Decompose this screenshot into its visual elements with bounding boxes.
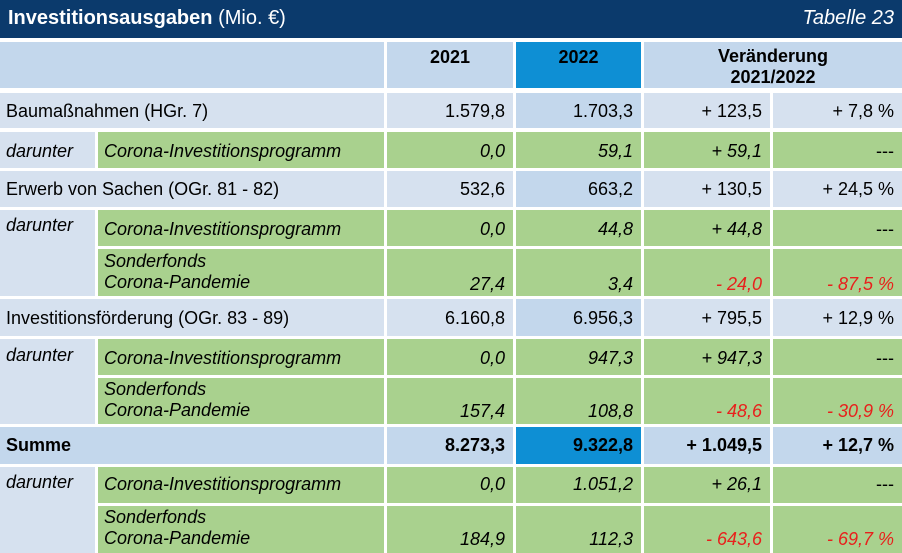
row-summe-corona-abs: + 26,1 bbox=[644, 467, 770, 503]
row-erwerb-darunter-prefix: darunter bbox=[0, 210, 95, 296]
row-foerd-corona-pct: --- bbox=[773, 339, 902, 375]
row-erwerb-sonder-label2: Corona-Pandemie bbox=[104, 272, 384, 293]
row-summe-darunter-prefix: darunter bbox=[0, 467, 95, 553]
row-foerd-corona-abs: + 947,3 bbox=[644, 339, 770, 375]
row-summe-abs: + 1.049,5 bbox=[644, 427, 770, 464]
row-erwerb-sonder-label1: Sonderfonds bbox=[104, 251, 384, 272]
header-change-line2: 2021/2022 bbox=[644, 67, 902, 88]
row-summe-corona-2022: 1.051,2 bbox=[516, 467, 641, 503]
row-bau-corona-abs: + 59,1 bbox=[644, 132, 770, 168]
row-summe-sonder-label1: Sonderfonds bbox=[104, 507, 384, 528]
row-summe-sonder-pct: - 69,7 % bbox=[773, 506, 902, 553]
row-summe-2022: 9.322,8 bbox=[516, 427, 641, 464]
table-number: Tabelle 23 bbox=[802, 7, 894, 30]
row-bau-corona-prefix: darunter bbox=[0, 132, 95, 168]
row-foerd-sonder-label: Sonderfonds Corona-Pandemie bbox=[98, 378, 384, 424]
row-summe-sonder-abs: - 643,6 bbox=[644, 506, 770, 553]
row-bau-2021: 1.579,8 bbox=[387, 93, 513, 128]
row-foerd-label: Investitionsförderung (OGr. 83 - 89) bbox=[0, 299, 384, 336]
row-summe-corona-2021: 0,0 bbox=[387, 467, 513, 503]
table-title: Investitionsausgaben (Mio. €) bbox=[8, 7, 286, 30]
row-erwerb-sonder-label: Sonderfonds Corona-Pandemie bbox=[98, 249, 384, 296]
row-foerd-sonder-abs: - 48,6 bbox=[644, 378, 770, 424]
row-foerd-sonder-pct: - 30,9 % bbox=[773, 378, 902, 424]
row-bau-corona-2021: 0,0 bbox=[387, 132, 513, 168]
row-erwerb-sonder-pct: - 87,5 % bbox=[773, 249, 902, 296]
row-bau-corona-2022: 59,1 bbox=[516, 132, 641, 168]
row-bau-corona-pct: --- bbox=[773, 132, 902, 168]
header-change-line1: Veränderung bbox=[644, 46, 902, 67]
row-erwerb-pct: + 24,5 % bbox=[773, 171, 902, 207]
row-foerd-2022: 6.956,3 bbox=[516, 299, 641, 336]
row-summe-sonder-2021: 184,9 bbox=[387, 506, 513, 553]
row-summe-2021: 8.273,3 bbox=[387, 427, 513, 464]
row-erwerb-corona-pct: --- bbox=[773, 210, 902, 246]
row-summe-label: Summe bbox=[0, 427, 384, 464]
header-2021: 2021 bbox=[387, 42, 513, 88]
row-foerd-2021: 6.160,8 bbox=[387, 299, 513, 336]
row-bau-abs: + 123,5 bbox=[644, 93, 770, 128]
row-summe-sonder-label: Sonderfonds Corona-Pandemie bbox=[98, 506, 384, 553]
table-title-main: Investitionsausgaben bbox=[8, 7, 213, 29]
row-foerd-sonder-2021: 157,4 bbox=[387, 378, 513, 424]
header-2022: 2022 bbox=[516, 42, 641, 88]
row-foerd-sonder-2022: 108,8 bbox=[516, 378, 641, 424]
row-erwerb-abs: + 130,5 bbox=[644, 171, 770, 207]
row-erwerb-sonder-abs: - 24,0 bbox=[644, 249, 770, 296]
header-label-cell bbox=[0, 42, 384, 88]
row-foerd-corona-2022: 947,3 bbox=[516, 339, 641, 375]
row-erwerb-sonder-2022: 3,4 bbox=[516, 249, 641, 296]
row-erwerb-corona-2022: 44,8 bbox=[516, 210, 641, 246]
row-erwerb-2022: 663,2 bbox=[516, 171, 641, 207]
row-foerd-sonder-label1: Sonderfonds bbox=[104, 379, 384, 400]
table-title-unit: (Mio. €) bbox=[218, 7, 286, 29]
row-foerd-corona-2021: 0,0 bbox=[387, 339, 513, 375]
row-bau-label: Baumaßnahmen (HGr. 7) bbox=[0, 93, 384, 128]
row-foerd-corona-label: Corona-Investitionsprogramm bbox=[98, 339, 384, 375]
row-erwerb-label: Erwerb von Sachen (OGr. 81 - 82) bbox=[0, 171, 384, 207]
row-foerd-darunter-prefix: darunter bbox=[0, 339, 95, 424]
row-summe-pct: + 12,7 % bbox=[773, 427, 902, 464]
row-summe-sonder-2022: 112,3 bbox=[516, 506, 641, 553]
row-bau-corona-label: Corona-Investitionsprogramm bbox=[98, 132, 384, 168]
row-erwerb-corona-abs: + 44,8 bbox=[644, 210, 770, 246]
row-summe-corona-pct: --- bbox=[773, 467, 902, 503]
row-erwerb-corona-2021: 0,0 bbox=[387, 210, 513, 246]
row-foerd-abs: + 795,5 bbox=[644, 299, 770, 336]
row-foerd-sonder-label2: Corona-Pandemie bbox=[104, 400, 384, 421]
row-bau-2022: 1.703,3 bbox=[516, 93, 641, 128]
row-summe-sonder-label2: Corona-Pandemie bbox=[104, 528, 384, 549]
row-summe-corona-label: Corona-Investitionsprogramm bbox=[98, 467, 384, 503]
row-foerd-pct: + 12,9 % bbox=[773, 299, 902, 336]
row-bau-pct: + 7,8 % bbox=[773, 93, 902, 128]
table-title-bar: Investitionsausgaben (Mio. €) Tabelle 23 bbox=[0, 0, 902, 38]
row-erwerb-corona-label: Corona-Investitionsprogramm bbox=[98, 210, 384, 246]
header-change: Veränderung 2021/2022 bbox=[644, 42, 902, 88]
row-erwerb-2021: 532,6 bbox=[387, 171, 513, 207]
row-erwerb-sonder-2021: 27,4 bbox=[387, 249, 513, 296]
